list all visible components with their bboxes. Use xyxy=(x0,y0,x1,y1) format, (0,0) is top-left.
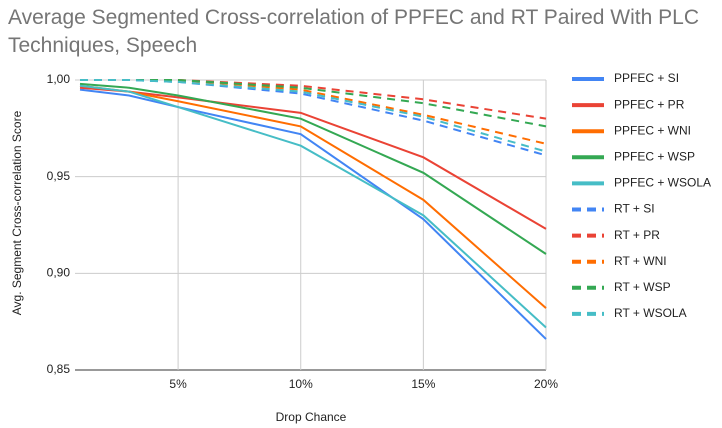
legend-label: PPFEC + SI xyxy=(614,71,679,85)
legend-label: PPFEC + PR xyxy=(614,97,685,111)
series-line xyxy=(79,82,547,255)
legend-label: RT + SI xyxy=(614,202,655,216)
series-line xyxy=(79,88,547,340)
y-tick-label: 0,95 xyxy=(47,169,71,183)
x-tick-label: 10% xyxy=(289,377,313,391)
chart-title: Average Segmented Cross-correlation of P… xyxy=(8,6,699,57)
x-tick-label: 5% xyxy=(169,377,187,391)
legend-label: RT + WNI xyxy=(614,254,667,268)
legend-label: PPFEC + WSP xyxy=(614,149,695,163)
y-axis-label: Avg. Segment Cross-correlation Score xyxy=(10,110,24,315)
series-line xyxy=(79,84,547,309)
legend-label: RT + PR xyxy=(614,228,660,242)
x-tick-label: 20% xyxy=(534,377,558,391)
y-tick-label: 0,85 xyxy=(47,362,71,376)
series-line xyxy=(79,84,547,329)
y-tick-label: 0,90 xyxy=(47,266,71,280)
x-tick-label: 15% xyxy=(411,377,435,391)
series-line xyxy=(80,79,547,128)
y-tick-label: 1,00 xyxy=(47,72,71,86)
x-axis-label: Drop Chance xyxy=(276,410,347,424)
legend-label: RT + WSOLA xyxy=(614,306,687,320)
legend-label: RT + WSP xyxy=(614,280,671,294)
legend-label: PPFEC + WSOLA xyxy=(614,176,711,190)
legend-label: PPFEC + WNI xyxy=(614,123,691,137)
series-line xyxy=(80,79,547,153)
